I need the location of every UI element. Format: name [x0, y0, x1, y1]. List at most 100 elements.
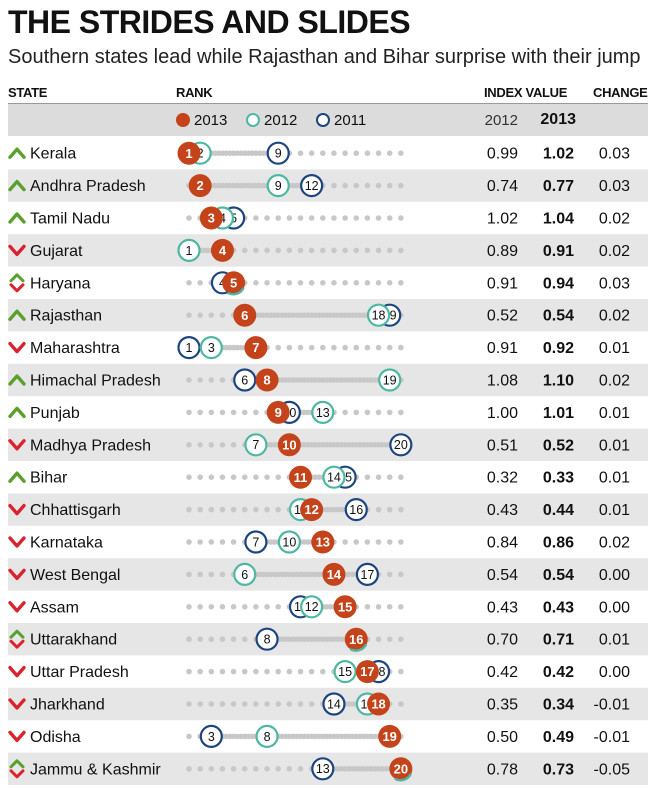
rank-dot [197, 442, 203, 448]
rank-dot [275, 344, 282, 351]
rank-dot [386, 409, 393, 416]
rank-dot [197, 668, 203, 675]
rank-dot [264, 215, 270, 221]
rank-dot [241, 701, 248, 707]
rank-2012-marker [199, 336, 223, 360]
rank-dot [398, 247, 404, 254]
trend-up-part [9, 273, 25, 283]
rank-2012-marker [266, 174, 290, 198]
rank-dot [241, 506, 248, 513]
rank-dot [253, 280, 259, 286]
state-name: Uttarakhand [30, 632, 117, 649]
rank-dot [398, 474, 404, 481]
change-value: 0.01 [599, 437, 630, 454]
rank-2013-marker [389, 757, 413, 781]
change-value: 0.00 [599, 567, 630, 584]
index-2013-value: 0.52 [543, 437, 574, 454]
column-header-change: CHANGE [593, 85, 648, 100]
rank-2013-marker [233, 303, 257, 327]
rank-dot [208, 539, 215, 545]
rank-2012-label: 8 [264, 730, 271, 744]
rank-dot [208, 506, 215, 513]
trend-down-icon [8, 341, 26, 354]
rank-2013-label: 6 [241, 308, 248, 323]
legend-label-2011: 2011 [334, 111, 367, 129]
rank-dot [297, 247, 304, 254]
index-2012-value: 0.91 [487, 275, 518, 292]
rank-dot [386, 571, 393, 578]
index-2012-value: 0.43 [487, 502, 518, 519]
rank-dot [398, 215, 404, 221]
rank-dot [342, 215, 348, 221]
rank-2011-marker [255, 627, 279, 651]
index-2013-value: 1.10 [543, 373, 574, 390]
rank-2013-marker [199, 206, 223, 230]
state-name: West Bengal [30, 567, 120, 584]
state-name: Odisha [30, 729, 81, 746]
rank-dot [208, 312, 215, 319]
trend-mixed-icon [9, 629, 25, 649]
rank-dot [297, 344, 304, 351]
rank-2012-label: 13 [316, 406, 330, 420]
index-2012-value: 1.08 [487, 373, 518, 390]
column-header-state: STATE [8, 85, 48, 100]
rank-dot [297, 701, 304, 707]
state-name: Maharashtra [30, 340, 120, 357]
rank-dot [375, 409, 382, 416]
trend-down-part [9, 769, 25, 779]
rank-2011-label: 16 [349, 503, 363, 517]
rank-2012-marker [233, 562, 257, 587]
rank-2013-label: 13 [316, 535, 330, 550]
rank-2012-label: 14 [327, 471, 341, 485]
rank-dot [297, 766, 304, 772]
rank-2012-label: 18 [372, 309, 386, 323]
index-2012-value: 0.50 [487, 729, 518, 746]
legend-swatch-2012 [246, 113, 260, 127]
rank-2012-overlap-arc [227, 287, 245, 296]
rank-dot [275, 604, 282, 610]
index-2012-value: 0.52 [487, 308, 518, 325]
rank-dot [208, 766, 215, 772]
index-2013-value: 0.71 [543, 632, 574, 649]
rank-dot [241, 474, 248, 481]
rank-dot [186, 474, 192, 481]
index-2012-value: 1.00 [487, 405, 518, 422]
rank-dot [241, 604, 248, 610]
trend-down-icon [8, 244, 26, 257]
state-name: Andhra Pradesh [30, 178, 146, 195]
rank-dot [197, 766, 203, 772]
rank-dot [186, 539, 192, 545]
rank-dot [186, 571, 192, 578]
index-2012-value: 0.35 [487, 697, 518, 714]
rank-dot [264, 766, 270, 772]
change-value: -0.01 [594, 697, 631, 714]
rank-2013-marker [355, 660, 379, 684]
index-2013-value: 0.44 [543, 502, 574, 519]
state-name: Rajasthan [30, 308, 102, 325]
change-value: 0.00 [599, 599, 630, 616]
rank-dot [342, 247, 348, 254]
rank-dot [241, 636, 248, 642]
rank-dot [208, 604, 215, 610]
rank-dot [208, 377, 215, 383]
rank-dot [398, 636, 404, 642]
rank-dot [219, 409, 226, 416]
rank-2011-marker [233, 368, 257, 392]
rank-dot [375, 215, 382, 221]
rank-dot [375, 636, 382, 642]
trend-down-icon [8, 568, 26, 581]
rank-dot [342, 150, 348, 156]
rank-dot [253, 604, 259, 610]
change-value: 0.03 [599, 146, 630, 163]
rank-dot [275, 506, 282, 513]
rank-dot [241, 668, 248, 675]
rank-dot [375, 247, 382, 254]
rank-2013-label: 19 [382, 729, 396, 744]
rank-2012-label: 15 [338, 665, 352, 679]
index-2012-value: 0.51 [487, 437, 518, 454]
change-value: 0.02 [599, 535, 630, 552]
rank-dot [364, 150, 371, 156]
rank-2013-label: 17 [360, 664, 374, 679]
rank-dot [398, 409, 404, 416]
rank-dot [353, 150, 360, 156]
